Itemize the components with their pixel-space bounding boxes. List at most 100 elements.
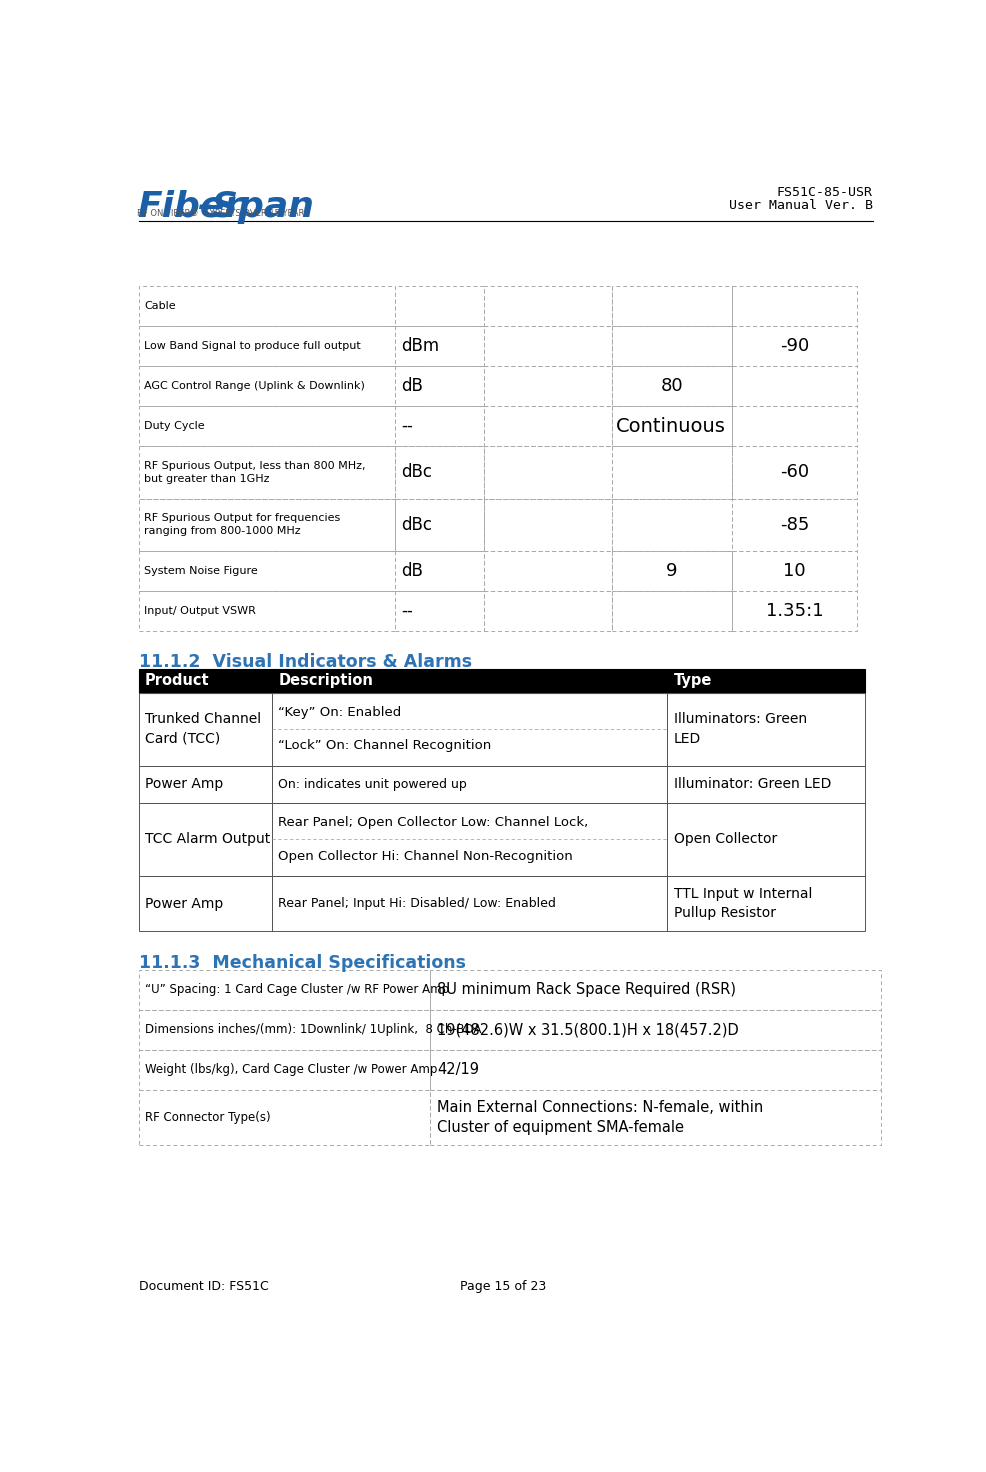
Bar — [139, 1050, 429, 1089]
Text: Illuminator: Green LED: Illuminator: Green LED — [672, 777, 830, 790]
Bar — [394, 367, 483, 406]
Text: Duty Cycle: Duty Cycle — [144, 421, 205, 431]
Text: 10: 10 — [783, 562, 805, 580]
Text: Input/ Output VSWR: Input/ Output VSWR — [144, 606, 256, 615]
Text: Power Amp: Power Amp — [145, 777, 223, 790]
Text: RF ON FIBER®  EXPERTS OVER 15 YEARS: RF ON FIBER® EXPERTS OVER 15 YEARS — [137, 209, 310, 218]
Bar — [667, 670, 864, 692]
Text: 11.1.3  Mechanical Specifications: 11.1.3 Mechanical Specifications — [139, 954, 465, 973]
Bar — [139, 692, 272, 765]
Text: -90: -90 — [779, 337, 809, 355]
Text: Cable: Cable — [144, 300, 176, 311]
Bar — [139, 1089, 429, 1145]
Bar — [272, 876, 667, 932]
Bar — [611, 499, 731, 551]
Bar — [667, 692, 864, 765]
Text: 80: 80 — [660, 377, 682, 394]
Text: “Key” On: Enabled: “Key” On: Enabled — [278, 705, 401, 718]
Bar — [394, 325, 483, 367]
Bar — [611, 286, 731, 325]
Bar — [667, 765, 864, 802]
Bar — [483, 551, 611, 590]
Text: Power Amp: Power Amp — [145, 896, 223, 911]
Bar — [611, 551, 731, 590]
Bar — [139, 446, 394, 499]
Text: TTL Input w Internal
Pullup Resistor: TTL Input w Internal Pullup Resistor — [672, 886, 811, 920]
Bar — [429, 970, 880, 1010]
Text: “U” Spacing: 1 Card Cage Cluster /w RF Power Amp: “U” Spacing: 1 Card Cage Cluster /w RF P… — [145, 983, 449, 997]
Text: RF Spurious Output for frequencies
ranging from 800-1000 MHz: RF Spurious Output for frequencies rangi… — [144, 514, 340, 536]
Bar — [611, 446, 731, 499]
Text: -Span: -Span — [197, 190, 314, 224]
Text: 8U minimum Rack Space Required (RSR): 8U minimum Rack Space Required (RSR) — [437, 982, 736, 997]
Bar — [483, 446, 611, 499]
Bar — [394, 286, 483, 325]
Bar — [394, 551, 483, 590]
Bar — [731, 367, 857, 406]
Bar — [139, 802, 272, 876]
Bar — [429, 1010, 880, 1050]
Bar — [611, 325, 731, 367]
Text: Rear Panel; Input Hi: Disabled/ Low: Enabled: Rear Panel; Input Hi: Disabled/ Low: Ena… — [278, 896, 556, 910]
Bar — [429, 1089, 880, 1145]
Bar — [139, 367, 394, 406]
Bar — [139, 765, 272, 802]
Text: FS51C-85-USR: FS51C-85-USR — [776, 185, 872, 199]
Text: 19(482.6)W x 31.5(800.1)H x 18(457.2)D: 19(482.6)W x 31.5(800.1)H x 18(457.2)D — [437, 1022, 739, 1038]
Text: Low Band Signal to produce full output: Low Band Signal to produce full output — [144, 342, 361, 350]
Text: 1.35:1: 1.35:1 — [765, 602, 822, 620]
Bar — [139, 876, 272, 932]
Bar — [483, 590, 611, 631]
Bar — [731, 325, 857, 367]
Text: Open Collector: Open Collector — [672, 832, 776, 846]
Bar — [731, 551, 857, 590]
Bar — [731, 286, 857, 325]
Text: TCC Alarm Output: TCC Alarm Output — [145, 832, 270, 846]
Bar — [139, 325, 394, 367]
Bar — [394, 446, 483, 499]
Bar — [483, 499, 611, 551]
Bar — [139, 590, 394, 631]
Text: “Lock” On: Channel Recognition: “Lock” On: Channel Recognition — [278, 739, 491, 752]
Text: --: -- — [400, 417, 412, 436]
Bar — [272, 765, 667, 802]
Text: -85: -85 — [779, 515, 809, 534]
Bar — [611, 367, 731, 406]
Text: Dimensions inches/(mm): 1Downlink/ 1Uplink,  8 Ch-BDA: Dimensions inches/(mm): 1Downlink/ 1Upli… — [145, 1023, 481, 1036]
Text: On: indicates unit powered up: On: indicates unit powered up — [278, 777, 466, 790]
Bar — [731, 499, 857, 551]
Text: dB: dB — [400, 377, 422, 394]
Text: dBm: dBm — [400, 337, 439, 355]
Bar — [429, 1050, 880, 1089]
Text: Fiber: Fiber — [137, 190, 243, 224]
Text: AGC Control Range (Uplink & Downlink): AGC Control Range (Uplink & Downlink) — [144, 381, 365, 392]
Text: Continuous: Continuous — [615, 417, 725, 436]
Bar — [272, 692, 667, 765]
Text: --: -- — [400, 602, 412, 620]
Text: System Noise Figure: System Noise Figure — [144, 565, 257, 576]
Bar — [139, 551, 394, 590]
Text: Illuminators: Green
LED: Illuminators: Green LED — [672, 712, 806, 746]
Bar — [272, 670, 667, 692]
Bar — [139, 670, 272, 692]
Text: 11.1.2  Visual Indicators & Alarms: 11.1.2 Visual Indicators & Alarms — [139, 652, 471, 671]
Text: User Manual Ver. B: User Manual Ver. B — [728, 199, 872, 212]
Bar — [139, 499, 394, 551]
Bar — [139, 286, 394, 325]
Bar — [394, 590, 483, 631]
Bar — [483, 367, 611, 406]
Bar — [139, 1010, 429, 1050]
Bar — [611, 406, 731, 446]
Text: Document ID: FS51C: Document ID: FS51C — [139, 1281, 268, 1292]
Text: dBc: dBc — [400, 515, 432, 534]
Bar — [272, 802, 667, 876]
Text: dBc: dBc — [400, 464, 432, 481]
Text: Description: Description — [278, 674, 373, 689]
Text: Rear Panel; Open Collector Low: Channel Lock,: Rear Panel; Open Collector Low: Channel … — [278, 815, 588, 829]
Bar — [139, 406, 394, 446]
Text: 9: 9 — [666, 562, 676, 580]
Text: Trunked Channel
Card (TCC): Trunked Channel Card (TCC) — [145, 712, 261, 746]
Text: RF Spurious Output, less than 800 MHz,
but greater than 1GHz: RF Spurious Output, less than 800 MHz, b… — [144, 461, 366, 484]
Bar — [731, 590, 857, 631]
Bar — [667, 876, 864, 932]
